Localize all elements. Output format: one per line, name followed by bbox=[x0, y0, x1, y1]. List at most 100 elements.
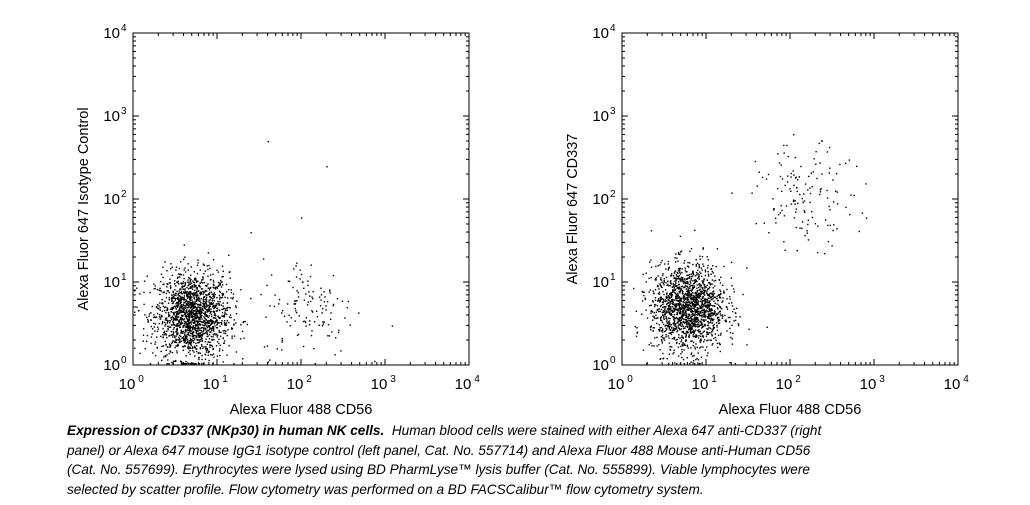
data-point bbox=[198, 284, 201, 286]
data-point bbox=[691, 355, 694, 357]
data-point bbox=[192, 303, 194, 305]
data-point bbox=[170, 263, 172, 265]
data-point bbox=[176, 323, 178, 325]
data-point bbox=[163, 330, 166, 333]
data-point bbox=[204, 341, 207, 343]
data-point bbox=[675, 274, 678, 276]
data-point bbox=[155, 306, 158, 308]
data-point bbox=[211, 345, 213, 348]
data-point bbox=[191, 303, 193, 305]
data-point bbox=[667, 302, 669, 304]
data-point bbox=[702, 346, 704, 348]
data-point bbox=[318, 296, 321, 298]
data-point bbox=[221, 308, 223, 311]
data-point bbox=[673, 329, 676, 332]
data-point bbox=[182, 303, 184, 306]
data-point bbox=[199, 324, 201, 326]
data-point bbox=[233, 319, 235, 321]
data-point bbox=[177, 296, 179, 298]
data-point bbox=[687, 288, 689, 290]
data-point bbox=[192, 301, 194, 303]
data-point bbox=[790, 190, 792, 192]
data-point bbox=[688, 273, 691, 276]
data-point bbox=[187, 362, 189, 364]
data-point bbox=[694, 275, 696, 277]
data-point bbox=[685, 321, 687, 324]
data-point bbox=[196, 333, 198, 335]
data-point bbox=[199, 334, 201, 336]
data-point bbox=[702, 325, 705, 327]
data-point bbox=[719, 289, 721, 291]
data-point bbox=[172, 321, 174, 323]
data-point bbox=[189, 310, 191, 313]
data-point bbox=[680, 280, 682, 283]
data-point bbox=[191, 286, 193, 288]
data-point bbox=[160, 280, 162, 283]
data-point bbox=[715, 279, 717, 282]
data-point bbox=[696, 325, 698, 328]
data-point bbox=[320, 287, 322, 289]
data-point bbox=[217, 322, 219, 324]
data-point bbox=[667, 263, 669, 265]
data-point bbox=[200, 324, 202, 326]
data-point bbox=[672, 275, 675, 277]
data-point bbox=[204, 327, 206, 329]
data-point bbox=[184, 256, 186, 258]
data-point bbox=[688, 296, 690, 298]
data-point bbox=[216, 287, 219, 289]
data-point bbox=[658, 329, 660, 331]
data-point bbox=[184, 283, 186, 285]
data-point bbox=[707, 294, 709, 296]
data-point bbox=[670, 324, 672, 326]
data-point bbox=[206, 284, 208, 287]
data-point bbox=[176, 333, 179, 336]
data-point bbox=[219, 354, 221, 357]
data-point bbox=[679, 253, 681, 256]
data-point bbox=[204, 332, 207, 334]
data-point bbox=[176, 327, 178, 330]
data-point bbox=[636, 332, 638, 334]
data-point bbox=[666, 319, 668, 321]
data-point bbox=[712, 272, 714, 274]
data-point bbox=[192, 316, 195, 318]
data-point bbox=[690, 277, 693, 280]
data-point bbox=[654, 289, 657, 291]
data-point bbox=[212, 259, 215, 261]
data-point bbox=[819, 162, 821, 164]
data-point bbox=[195, 310, 197, 313]
data-point bbox=[699, 341, 702, 344]
data-point bbox=[189, 312, 192, 314]
data-point bbox=[726, 298, 728, 300]
data-point bbox=[214, 304, 216, 307]
data-point bbox=[711, 322, 713, 324]
data-point bbox=[231, 337, 233, 339]
data-point bbox=[672, 311, 674, 313]
data-point bbox=[679, 271, 681, 274]
data-point bbox=[169, 278, 171, 280]
data-point bbox=[188, 314, 190, 316]
data-point bbox=[212, 326, 214, 328]
data-point bbox=[327, 335, 329, 337]
data-point bbox=[703, 339, 706, 341]
data-point bbox=[662, 311, 665, 314]
data-point bbox=[687, 289, 689, 291]
data-point bbox=[162, 328, 164, 330]
data-point bbox=[194, 326, 197, 328]
data-point bbox=[159, 318, 161, 320]
data-point bbox=[686, 330, 688, 332]
data-point bbox=[178, 322, 180, 324]
data-point bbox=[708, 282, 710, 284]
data-point bbox=[660, 339, 663, 341]
data-point bbox=[267, 361, 270, 363]
data-point bbox=[179, 324, 181, 326]
data-point bbox=[696, 274, 698, 276]
data-point bbox=[698, 325, 700, 328]
data-point bbox=[683, 286, 685, 289]
data-point bbox=[778, 162, 781, 164]
data-point bbox=[691, 293, 693, 295]
data-point bbox=[309, 320, 311, 322]
data-point bbox=[157, 307, 159, 309]
data-point bbox=[224, 324, 227, 326]
data-point bbox=[659, 310, 661, 313]
data-point bbox=[176, 350, 178, 352]
